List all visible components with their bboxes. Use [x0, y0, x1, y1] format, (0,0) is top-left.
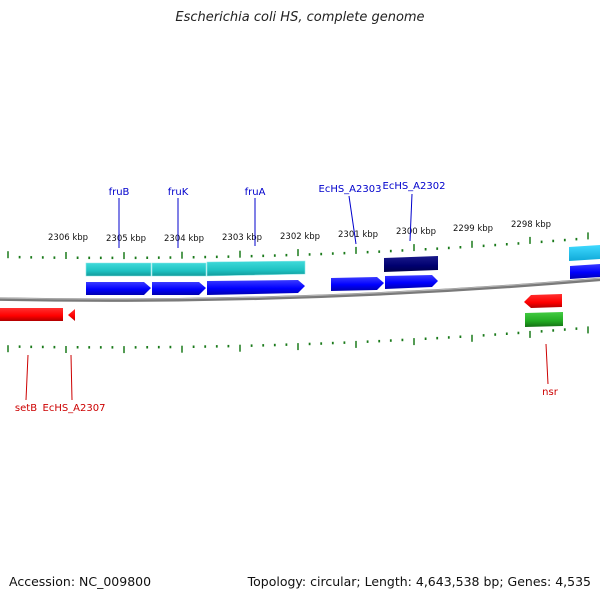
genome-backbone	[0, 277, 600, 302]
cyan-feature-track	[85, 245, 600, 277]
gene-label-fruB[interactable]: fruB	[109, 187, 130, 198]
connector-setB	[25, 354, 29, 401]
gene-labels: fruB fruK fruA EcHS_A2303 EcHS_A2302 set…	[15, 181, 559, 414]
gene-label-nsr[interactable]: nsr	[542, 387, 559, 398]
connector-EcHS_A2307	[70, 354, 73, 401]
kbp-label-2301: 2301 kbp	[338, 230, 378, 240]
cyan-feature-fruK[interactable]	[151, 262, 207, 277]
genome-backbone-highlight	[0, 277, 600, 300]
cds-edge[interactable]	[570, 264, 600, 279]
cds-nsr[interactable]	[524, 294, 562, 308]
kbp-label-2299: 2299 kbp	[453, 224, 493, 234]
cds-fruK[interactable]	[152, 282, 206, 295]
kbp-label-2305: 2305 kbp	[106, 234, 146, 244]
reverse-cds-track	[0, 294, 563, 327]
forward-cds-track	[86, 256, 600, 295]
label-connectors	[25, 193, 549, 401]
gene-label-EcHS_A2307[interactable]: EcHS_A2307	[43, 403, 106, 414]
kbp-label-2304: 2304 kbp	[164, 234, 204, 244]
gene-label-setB[interactable]: setB	[15, 403, 37, 414]
kbp-label-2300: 2300 kbp	[396, 227, 436, 237]
connector-EcHS_A2303	[348, 195, 357, 245]
cds-fruA[interactable]	[207, 280, 305, 295]
cds-EcHS_A2303[interactable]	[331, 277, 384, 291]
lower-tick-track	[7, 326, 589, 354]
map-title: Escherichia coli HS, complete genome	[175, 10, 425, 25]
gene-label-EcHS_A2303[interactable]: EcHS_A2303	[319, 184, 382, 195]
gene-label-fruA[interactable]: fruA	[245, 187, 266, 198]
green-feature-nsr[interactable]	[525, 312, 563, 327]
connector-EcHS_A2302	[409, 193, 413, 242]
kbp-scale: 2306 kbp 2305 kbp 2304 kbp 2303 kbp 2302…	[48, 220, 551, 244]
kbp-label-2302: 2302 kbp	[280, 232, 320, 242]
connector-nsr	[545, 343, 549, 385]
upper-tick-track	[7, 232, 589, 260]
gene-label-fruK[interactable]: fruK	[168, 187, 189, 198]
cyan-feature-edge[interactable]	[569, 245, 600, 261]
cds-setB[interactable]	[0, 308, 63, 321]
accession-text: Accession: NC_009800	[9, 574, 152, 589]
kbp-label-2306: 2306 kbp	[48, 233, 88, 243]
cyan-feature-fruB[interactable]	[85, 262, 152, 277]
cyan-feature-fruA[interactable]	[206, 260, 306, 277]
cds-EcHS_A2307[interactable]	[68, 309, 75, 321]
cds-EcHS_A2302-navy[interactable]	[384, 256, 438, 272]
kbp-label-2303: 2303 kbp	[222, 233, 262, 243]
cds-EcHS_A2302[interactable]	[385, 275, 438, 289]
topology-summary: Topology: circular; Length: 4,643,538 bp…	[247, 574, 591, 589]
gene-label-EcHS_A2302[interactable]: EcHS_A2302	[383, 181, 446, 192]
kbp-label-2298: 2298 kbp	[511, 220, 551, 230]
cds-fruB[interactable]	[86, 282, 151, 295]
